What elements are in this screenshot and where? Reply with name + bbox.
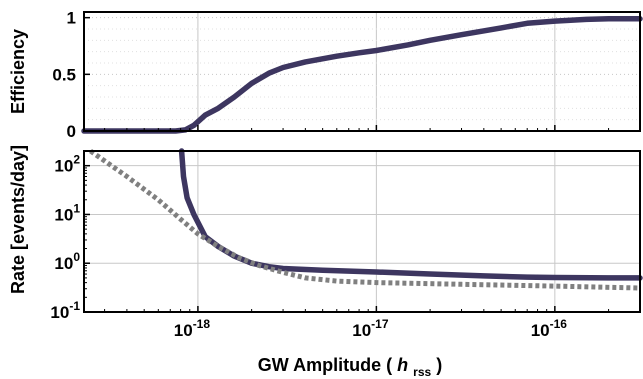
tick-base: 10 — [54, 254, 73, 273]
rate-ylabel: Rate [events/day] — [8, 145, 28, 294]
tick-exponent: 0 — [73, 250, 80, 264]
efficiency-ytick-label: 0.5 — [52, 65, 76, 84]
tick-base: 10 — [531, 321, 550, 340]
rate-ytick-label: 10-1 — [50, 299, 80, 322]
efficiency-grid — [84, 12, 640, 131]
efficiency-ytick-label: 0 — [67, 122, 76, 141]
rate-xtick-label: 10-16 — [531, 317, 568, 340]
series-line-0 — [81, 16, 643, 134]
rate-ytick-label: 100 — [54, 250, 80, 273]
rate-plot-frame — [83, 150, 641, 313]
x-axis-label-symbol: h — [397, 355, 408, 375]
x-axis-label: GW Amplitude ( h rss ) — [258, 355, 442, 379]
rate-ytick-label: 101 — [54, 201, 80, 224]
tick-base: 10 — [54, 205, 73, 224]
tick-exponent: -1 — [69, 299, 80, 313]
efficiency-ytick-labels: 00.51 — [52, 9, 76, 141]
tick-exponent: 2 — [73, 153, 80, 167]
tick-exponent: -18 — [193, 317, 211, 331]
efficiency-ticks — [84, 16, 641, 132]
rate-ytick-label: 102 — [54, 153, 80, 176]
efficiency-ytick-label: 1 — [67, 9, 76, 28]
tick-base: 10 — [352, 321, 371, 340]
tick-base: 10 — [54, 157, 73, 176]
tick-exponent: 1 — [73, 201, 80, 215]
tick-exponent: -17 — [371, 317, 389, 331]
x-axis-label-subscript: rss — [413, 365, 431, 379]
rate-xtick-labels: 10-18 10-17 10-16 — [174, 317, 568, 340]
rate-xtick-label: 10-18 — [174, 317, 211, 340]
efficiency-plot-frame — [83, 11, 641, 132]
x-axis-label-text: GW Amplitude — [258, 355, 381, 375]
tick-exponent: -16 — [550, 317, 568, 331]
x-axis-label-open-paren: ( — [386, 355, 392, 375]
efficiency-ylabel: Efficiency — [8, 29, 28, 114]
rate-xtick-label: 10-17 — [352, 317, 389, 340]
tick-base: 10 — [174, 321, 193, 340]
tick-base: 10 — [50, 303, 69, 322]
x-axis-label-close-paren: ) — [436, 355, 442, 375]
rate-series — [89, 148, 643, 291]
rate-ticks — [84, 164, 641, 313]
efficiency-series — [81, 16, 643, 134]
series-line-1 — [89, 148, 641, 291]
series-line-0 — [178, 148, 643, 281]
efficiency-panel: 00.51 Efficiency — [8, 9, 643, 141]
